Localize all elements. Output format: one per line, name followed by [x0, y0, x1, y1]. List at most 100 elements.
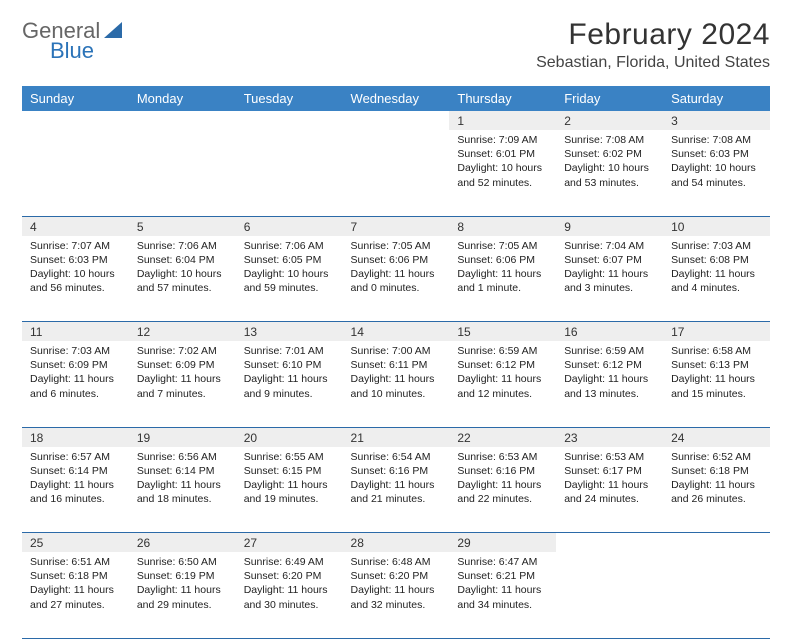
- daylight-line: Daylight: 11 hours and 30 minutes.: [244, 583, 335, 611]
- sunset-line: Sunset: 6:06 PM: [457, 253, 548, 267]
- day-number-row: 45678910: [22, 216, 770, 236]
- sunset-line: Sunset: 6:12 PM: [457, 358, 548, 372]
- day-header: Monday: [129, 86, 236, 111]
- day-details: Sunrise: 6:59 AMSunset: 6:12 PMDaylight:…: [556, 341, 663, 406]
- sunset-line: Sunset: 6:15 PM: [244, 464, 335, 478]
- daylight-line: Daylight: 10 hours and 54 minutes.: [671, 161, 762, 189]
- daylight-line: Daylight: 11 hours and 32 minutes.: [351, 583, 442, 611]
- day-number-cell: 2: [556, 111, 663, 130]
- daylight-line: Daylight: 11 hours and 12 minutes.: [457, 372, 548, 400]
- day-number-cell: 26: [129, 533, 236, 553]
- day-number-cell: 9: [556, 216, 663, 236]
- sunrise-line: Sunrise: 6:53 AM: [564, 450, 655, 464]
- daylight-line: Daylight: 11 hours and 24 minutes.: [564, 478, 655, 506]
- sunrise-line: Sunrise: 6:59 AM: [564, 344, 655, 358]
- day-details: Sunrise: 7:05 AMSunset: 6:06 PMDaylight:…: [449, 236, 556, 301]
- day-cell: Sunrise: 6:52 AMSunset: 6:18 PMDaylight:…: [663, 447, 770, 533]
- day-number-cell: 15: [449, 322, 556, 342]
- day-cell: Sunrise: 7:09 AMSunset: 6:01 PMDaylight:…: [449, 130, 556, 216]
- daylight-line: Daylight: 11 hours and 34 minutes.: [457, 583, 548, 611]
- day-content-row: Sunrise: 6:51 AMSunset: 6:18 PMDaylight:…: [22, 552, 770, 638]
- day-number-cell: 10: [663, 216, 770, 236]
- day-details: Sunrise: 6:58 AMSunset: 6:13 PMDaylight:…: [663, 341, 770, 406]
- daylight-line: Daylight: 11 hours and 1 minute.: [457, 267, 548, 295]
- sunrise-line: Sunrise: 7:02 AM: [137, 344, 228, 358]
- day-cell: Sunrise: 7:06 AMSunset: 6:05 PMDaylight:…: [236, 236, 343, 322]
- day-details: Sunrise: 6:53 AMSunset: 6:17 PMDaylight:…: [556, 447, 663, 512]
- day-cell: Sunrise: 6:59 AMSunset: 6:12 PMDaylight:…: [449, 341, 556, 427]
- day-number-cell: 11: [22, 322, 129, 342]
- sunset-line: Sunset: 6:20 PM: [244, 569, 335, 583]
- location-subtitle: Sebastian, Florida, United States: [536, 54, 770, 72]
- day-cell: [556, 552, 663, 638]
- day-cell: Sunrise: 7:06 AMSunset: 6:04 PMDaylight:…: [129, 236, 236, 322]
- daylight-line: Daylight: 11 hours and 4 minutes.: [671, 267, 762, 295]
- logo-text-2: Blue: [50, 38, 94, 64]
- day-number-row: 18192021222324: [22, 427, 770, 447]
- day-cell: Sunrise: 6:48 AMSunset: 6:20 PMDaylight:…: [343, 552, 450, 638]
- day-details: Sunrise: 6:53 AMSunset: 6:16 PMDaylight:…: [449, 447, 556, 512]
- sunrise-line: Sunrise: 6:52 AM: [671, 450, 762, 464]
- day-header: Friday: [556, 86, 663, 111]
- day-number-cell: 27: [236, 533, 343, 553]
- daylight-line: Daylight: 11 hours and 3 minutes.: [564, 267, 655, 295]
- day-cell: Sunrise: 6:55 AMSunset: 6:15 PMDaylight:…: [236, 447, 343, 533]
- sunset-line: Sunset: 6:04 PM: [137, 253, 228, 267]
- sunset-line: Sunset: 6:18 PM: [671, 464, 762, 478]
- sunrise-line: Sunrise: 7:01 AM: [244, 344, 335, 358]
- sunset-line: Sunset: 6:16 PM: [351, 464, 442, 478]
- day-details: Sunrise: 6:52 AMSunset: 6:18 PMDaylight:…: [663, 447, 770, 512]
- day-number-cell: [556, 533, 663, 553]
- day-content-row: Sunrise: 7:09 AMSunset: 6:01 PMDaylight:…: [22, 130, 770, 216]
- sunrise-line: Sunrise: 6:49 AM: [244, 555, 335, 569]
- sunset-line: Sunset: 6:13 PM: [671, 358, 762, 372]
- day-header-row: SundayMondayTuesdayWednesdayThursdayFrid…: [22, 86, 770, 111]
- sunrise-line: Sunrise: 7:03 AM: [30, 344, 121, 358]
- daylight-line: Daylight: 11 hours and 21 minutes.: [351, 478, 442, 506]
- daylight-line: Daylight: 10 hours and 59 minutes.: [244, 267, 335, 295]
- daylight-line: Daylight: 10 hours and 52 minutes.: [457, 161, 548, 189]
- sunrise-line: Sunrise: 7:06 AM: [137, 239, 228, 253]
- day-cell: Sunrise: 6:53 AMSunset: 6:16 PMDaylight:…: [449, 447, 556, 533]
- day-number-cell: 14: [343, 322, 450, 342]
- sunset-line: Sunset: 6:10 PM: [244, 358, 335, 372]
- day-details: Sunrise: 6:47 AMSunset: 6:21 PMDaylight:…: [449, 552, 556, 617]
- sunset-line: Sunset: 6:14 PM: [137, 464, 228, 478]
- day-number-cell: 3: [663, 111, 770, 130]
- sunset-line: Sunset: 6:05 PM: [244, 253, 335, 267]
- day-cell: Sunrise: 7:02 AMSunset: 6:09 PMDaylight:…: [129, 341, 236, 427]
- day-cell: [129, 130, 236, 216]
- day-cell: [663, 552, 770, 638]
- sunrise-line: Sunrise: 6:54 AM: [351, 450, 442, 464]
- day-cell: Sunrise: 6:57 AMSunset: 6:14 PMDaylight:…: [22, 447, 129, 533]
- daylight-line: Daylight: 11 hours and 16 minutes.: [30, 478, 121, 506]
- day-cell: [343, 130, 450, 216]
- day-details: Sunrise: 7:00 AMSunset: 6:11 PMDaylight:…: [343, 341, 450, 406]
- day-content-row: Sunrise: 7:07 AMSunset: 6:03 PMDaylight:…: [22, 236, 770, 322]
- day-cell: [22, 130, 129, 216]
- day-number-cell: 16: [556, 322, 663, 342]
- day-details: Sunrise: 6:54 AMSunset: 6:16 PMDaylight:…: [343, 447, 450, 512]
- sunset-line: Sunset: 6:03 PM: [30, 253, 121, 267]
- daylight-line: Daylight: 10 hours and 53 minutes.: [564, 161, 655, 189]
- day-cell: Sunrise: 7:03 AMSunset: 6:08 PMDaylight:…: [663, 236, 770, 322]
- day-number-cell: 18: [22, 427, 129, 447]
- day-number-cell: [343, 111, 450, 130]
- day-number-cell: 19: [129, 427, 236, 447]
- day-header: Sunday: [22, 86, 129, 111]
- day-cell: Sunrise: 7:08 AMSunset: 6:03 PMDaylight:…: [663, 130, 770, 216]
- day-number-cell: [22, 111, 129, 130]
- day-details: Sunrise: 7:06 AMSunset: 6:05 PMDaylight:…: [236, 236, 343, 301]
- daylight-line: Daylight: 11 hours and 26 minutes.: [671, 478, 762, 506]
- day-cell: Sunrise: 6:59 AMSunset: 6:12 PMDaylight:…: [556, 341, 663, 427]
- day-cell: Sunrise: 7:08 AMSunset: 6:02 PMDaylight:…: [556, 130, 663, 216]
- day-cell: Sunrise: 6:54 AMSunset: 6:16 PMDaylight:…: [343, 447, 450, 533]
- sunset-line: Sunset: 6:09 PM: [30, 358, 121, 372]
- day-header: Wednesday: [343, 86, 450, 111]
- day-details: Sunrise: 6:55 AMSunset: 6:15 PMDaylight:…: [236, 447, 343, 512]
- day-content-row: Sunrise: 7:03 AMSunset: 6:09 PM Daylight:…: [22, 341, 770, 427]
- sunrise-line: Sunrise: 7:05 AM: [351, 239, 442, 253]
- day-cell: Sunrise: 6:53 AMSunset: 6:17 PMDaylight:…: [556, 447, 663, 533]
- sunset-line: Sunset: 6:21 PM: [457, 569, 548, 583]
- sunset-line: Sunset: 6:03 PM: [671, 147, 762, 161]
